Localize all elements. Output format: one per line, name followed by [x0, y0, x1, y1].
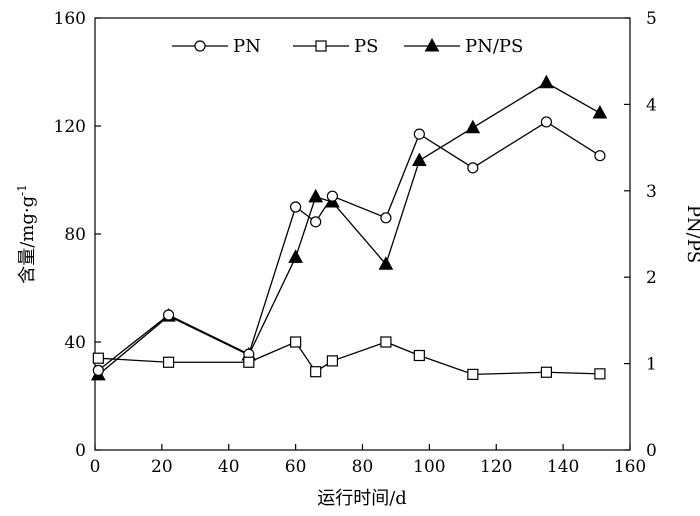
data-point-ps — [326, 355, 339, 367]
data-point-pn-ps — [378, 256, 394, 270]
data-point-pn-ps — [308, 188, 324, 203]
x-tick-label: 40 — [218, 457, 240, 477]
data-point-ps — [594, 368, 606, 380]
data-point-pn — [162, 309, 175, 321]
y2-tick-label: 1 — [646, 355, 657, 375]
data-point-ps — [380, 336, 392, 348]
y-tick-label: 160 — [54, 9, 86, 29]
data-point-pn — [310, 216, 322, 228]
data-point-pn-ps — [288, 249, 303, 263]
series-pn — [92, 116, 606, 376]
x-tick-label: 60 — [285, 457, 307, 477]
x-tick-label: 100 — [413, 457, 445, 477]
data-point-pn-ps — [539, 74, 554, 89]
legend-marker — [194, 40, 206, 52]
x-tick-label: 160 — [614, 457, 646, 477]
y2-axis-title: PN/PS — [683, 205, 700, 263]
data-point-pn-ps — [465, 119, 481, 134]
data-point-ps — [467, 368, 479, 380]
x-tick-label: 20 — [151, 457, 173, 477]
series-line-pn — [97, 121, 601, 371]
legend-item-pn: PN — [172, 36, 261, 57]
data-point-ps — [413, 349, 425, 362]
y-axis-title-group: 含量/mg·g-1 — [15, 184, 38, 284]
x-tick-label: 120 — [480, 457, 512, 477]
series-layer — [91, 74, 608, 381]
legend-marker — [315, 40, 327, 52]
series-ps — [92, 336, 606, 380]
data-point-ps — [92, 352, 104, 364]
y-axis-title-main: 含量/mg·g — [17, 196, 38, 284]
legend: PN PS PN/PS — [172, 36, 523, 57]
series-line-pn-ps — [97, 82, 601, 376]
data-point-pn — [380, 212, 392, 224]
x-tick-label: 0 — [90, 457, 101, 477]
legend-item-pn-ps: PN/PS — [404, 36, 523, 57]
legend-item-ps: PS — [293, 36, 378, 57]
legend-label: PN/PS — [465, 36, 523, 57]
data-point-pn — [467, 162, 479, 174]
data-point-pn-ps — [412, 152, 427, 167]
data-point-ps — [540, 366, 553, 378]
y2-tick-label: 4 — [646, 95, 657, 115]
legend-label: PS — [354, 36, 378, 57]
legend-marker — [424, 37, 440, 52]
y2-tick-label: 3 — [646, 182, 657, 202]
y-tick-label: 40 — [64, 333, 86, 353]
data-point-ps — [162, 356, 175, 368]
data-point-pn — [540, 116, 553, 128]
x-tick-label: 80 — [352, 457, 374, 477]
y2-axis-title-group: PN/PS — [683, 205, 700, 263]
legend-label: PN — [233, 36, 261, 57]
data-point-pn — [326, 190, 339, 202]
data-point-ps — [290, 336, 302, 348]
y-tick-label: 80 — [64, 225, 86, 245]
data-point-pn-ps — [592, 104, 608, 119]
tick-marks — [94, 17, 631, 451]
data-point-pn — [290, 201, 302, 213]
data-point-pn — [413, 128, 425, 140]
y-tick-label: 120 — [54, 117, 86, 137]
y-axis-title-superscript: -1 — [15, 184, 29, 196]
data-point-pn — [594, 150, 606, 162]
y2-tick-label: 0 — [646, 441, 657, 461]
y-tick-label: 0 — [75, 441, 86, 461]
series-pn-ps — [91, 74, 608, 381]
x-axis-title: 运行时间/d — [317, 488, 407, 509]
x-tick-label: 140 — [547, 457, 579, 477]
data-point-pn — [92, 364, 104, 376]
y2-tick-label: 2 — [646, 268, 657, 288]
data-point-ps — [243, 356, 255, 368]
y-axis-title: 含量/mg·g-1 — [15, 184, 38, 284]
y2-tick-label: 5 — [646, 9, 657, 29]
data-point-ps — [310, 366, 322, 378]
